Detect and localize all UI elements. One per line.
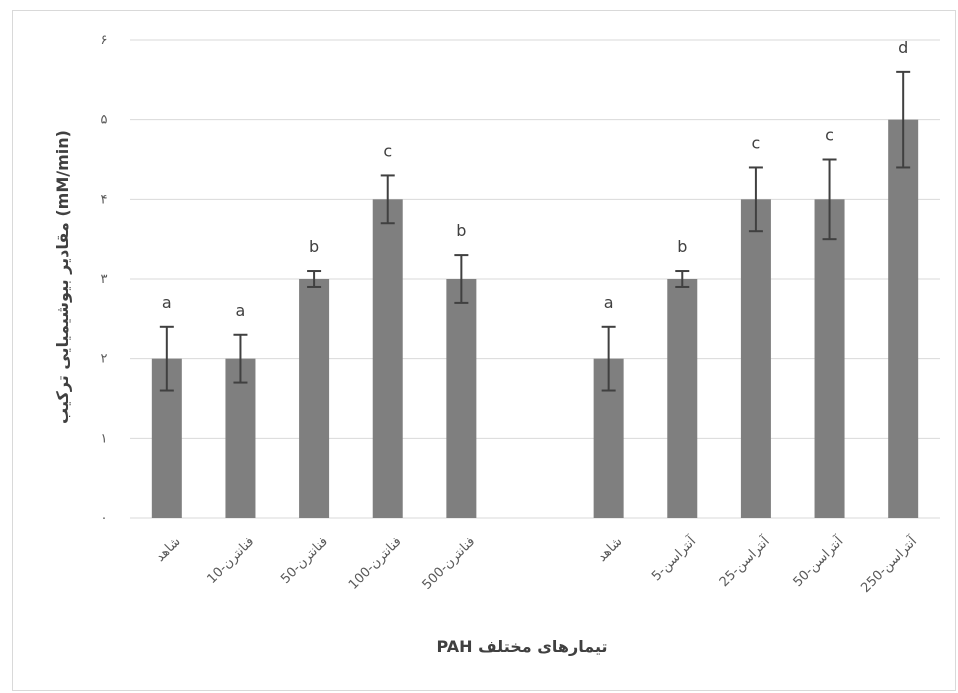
significance-label: c [752, 133, 761, 152]
category-label: فنانترن-10 [205, 534, 258, 587]
y-tick-label: ۵ [101, 113, 108, 128]
bar [667, 279, 698, 518]
significance-label: b [677, 237, 687, 256]
bar [299, 279, 330, 518]
error-bar [601, 325, 616, 392]
error-bar [822, 158, 837, 241]
y-tick-label: ۱ [101, 431, 108, 446]
chart-frame [12, 10, 956, 691]
significance-label: b [309, 237, 319, 256]
y-tick-label: ۳ [101, 272, 108, 287]
category-label: فنانترن-50 [278, 534, 331, 587]
gridlines [130, 39, 940, 519]
category-label: فنانترن-100 [346, 534, 405, 593]
category-label: آنتراسن-250 [857, 532, 921, 596]
significance-label: d [898, 38, 908, 57]
error-bar [896, 70, 911, 169]
significance-label: a [162, 293, 172, 312]
error-bar [307, 270, 322, 288]
error-bars [159, 70, 911, 392]
error-bar [675, 270, 690, 288]
significance-label: b [456, 221, 466, 240]
y-tick-labels: ۰ ۱ ۲ ۳ ۴ ۵ ۶ [101, 33, 108, 526]
bar [740, 199, 771, 519]
y-tick-label: ۶ [101, 33, 108, 48]
y-tick-label: ۴ [101, 192, 108, 207]
bar [814, 199, 845, 519]
category-labels: شاهد فنانترن-10 فنانترن-50 فنانترن-100 فنانت… [153, 532, 921, 596]
category-label: آنتراسن-25 [715, 532, 773, 590]
significance-label: c [825, 126, 834, 145]
significance-label: c [383, 141, 392, 160]
significance-labels: a a b c b a b c c d [162, 38, 908, 320]
category-label: شاهد [595, 534, 626, 565]
error-bar [380, 174, 395, 225]
x-axis-title: تیمارهای مختلف PAH [437, 637, 608, 656]
error-bar [748, 166, 763, 233]
bars [151, 119, 919, 519]
y-tick-label: ۲ [101, 352, 108, 367]
category-label: شاهد [153, 534, 184, 565]
bar [446, 279, 477, 518]
y-axis-title: مقادیر بیوشیمیایی ترکیب (mM/min) [53, 130, 72, 424]
category-label: فنانترن-500 [420, 534, 479, 593]
y-tick-label: ۰ [101, 511, 108, 526]
error-bar [159, 325, 174, 392]
significance-label: a [604, 293, 614, 312]
bar [225, 358, 256, 518]
category-label: آنتراسن-5 [648, 532, 700, 584]
error-bar [454, 254, 469, 304]
bar [888, 119, 919, 519]
category-label: آنتراسن-50 [789, 532, 847, 590]
error-bar [233, 333, 248, 384]
significance-label: a [236, 301, 246, 320]
bar [372, 199, 403, 519]
